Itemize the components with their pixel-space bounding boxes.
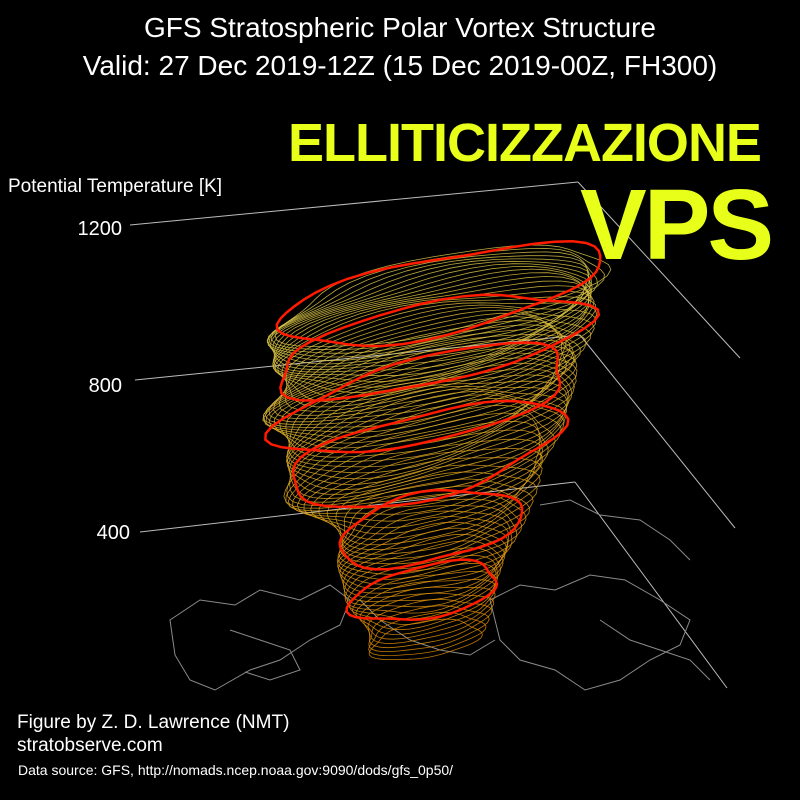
vortex-layer	[283, 397, 562, 509]
vortex-layer	[272, 280, 590, 388]
highlight-contour	[264, 341, 562, 454]
vortex-layer	[270, 247, 605, 351]
vortex-layer	[268, 312, 588, 423]
vortex-layer	[296, 429, 542, 529]
vortex-layer	[286, 374, 570, 485]
coastline-segment	[169, 584, 351, 691]
coastline-segment	[489, 574, 691, 691]
overlay-label-elliticizzazione: ELLITICIZZAZIONE	[288, 113, 762, 173]
highlight-contour	[345, 558, 499, 621]
vortex-layer	[359, 586, 496, 640]
vortex-layer	[352, 570, 497, 631]
vortex-layer	[272, 275, 589, 383]
highlight-contour	[279, 293, 601, 402]
vortex-isentropic-layers	[262, 244, 612, 661]
z-axis-title: Potential Temperature [K]	[8, 176, 223, 197]
vortex-layer	[268, 338, 574, 449]
vortex-layer	[274, 290, 595, 398]
vortex-layer	[344, 547, 502, 614]
vortex-layer	[337, 498, 523, 575]
vortex-layer	[262, 324, 567, 433]
z-tick-label: 1200	[77, 218, 123, 240]
vortex-layer	[262, 329, 567, 439]
vortex-layer	[278, 307, 595, 416]
vortex-layer	[267, 260, 591, 365]
vortex-highlight-contours	[264, 240, 602, 621]
vortex-layer	[287, 412, 549, 515]
data-source-note: Data source: GFS, http://nomads.ncep.noa…	[18, 762, 454, 778]
figure-title: GFS Stratospheric Polar Vortex Structure	[144, 12, 656, 43]
axis-line-1200	[129, 181, 579, 226]
figure-website: stratobserve.com	[17, 735, 163, 756]
vortex-layer	[272, 265, 593, 371]
z-tick-label: 800	[88, 375, 122, 397]
vortex-layer	[346, 555, 499, 620]
vortex-layer	[281, 302, 598, 408]
highlight-contour	[338, 489, 524, 571]
figure-credit: Figure by Z. D. Lawrence (NMT)	[17, 712, 290, 733]
vortex-layer	[273, 309, 592, 420]
vortex-layer	[266, 258, 590, 362]
coastline-segment	[539, 499, 691, 561]
vortex-layer	[267, 251, 598, 354]
vortex-layer	[287, 385, 568, 495]
vortex-layer	[286, 380, 568, 491]
highlight-contour	[275, 240, 602, 348]
vortex-layer	[368, 605, 490, 652]
vortex-layer	[272, 285, 592, 394]
coastline-segment	[599, 619, 711, 681]
vortex-layer	[270, 263, 593, 368]
coastline-segment	[359, 599, 496, 656]
vortex-layer	[284, 304, 597, 412]
highlight-contour	[291, 399, 570, 509]
vortex-layer	[273, 268, 592, 373]
z-tick-label: 400	[96, 522, 130, 544]
vortex-layer	[326, 464, 541, 551]
vortex-layer	[335, 471, 538, 555]
figure-subtitle: Valid: 27 Dec 2019-12Z (15 Dec 2019-00Z,…	[82, 50, 718, 81]
vortex-layer	[285, 404, 556, 512]
vortex-layer	[343, 540, 504, 608]
vortex-layer	[368, 618, 483, 661]
vortex-layer	[262, 320, 575, 428]
axis-edge-right-mid	[579, 334, 736, 529]
coastline-map	[169, 499, 711, 691]
vortex-layer	[363, 592, 495, 644]
vortex-layer	[286, 394, 565, 507]
vortex-layer	[341, 527, 507, 598]
coastline-segment	[229, 629, 301, 681]
axis-edge-right-low	[574, 481, 728, 689]
overlay-label-vps: VPS	[580, 169, 774, 281]
vortex-layer	[266, 255, 591, 358]
vortex-layer	[289, 391, 567, 503]
axis-edge-right-top	[577, 181, 741, 359]
axis-line-800	[134, 334, 581, 381]
vortex-layer	[342, 533, 506, 603]
vortex-layer	[340, 485, 530, 565]
